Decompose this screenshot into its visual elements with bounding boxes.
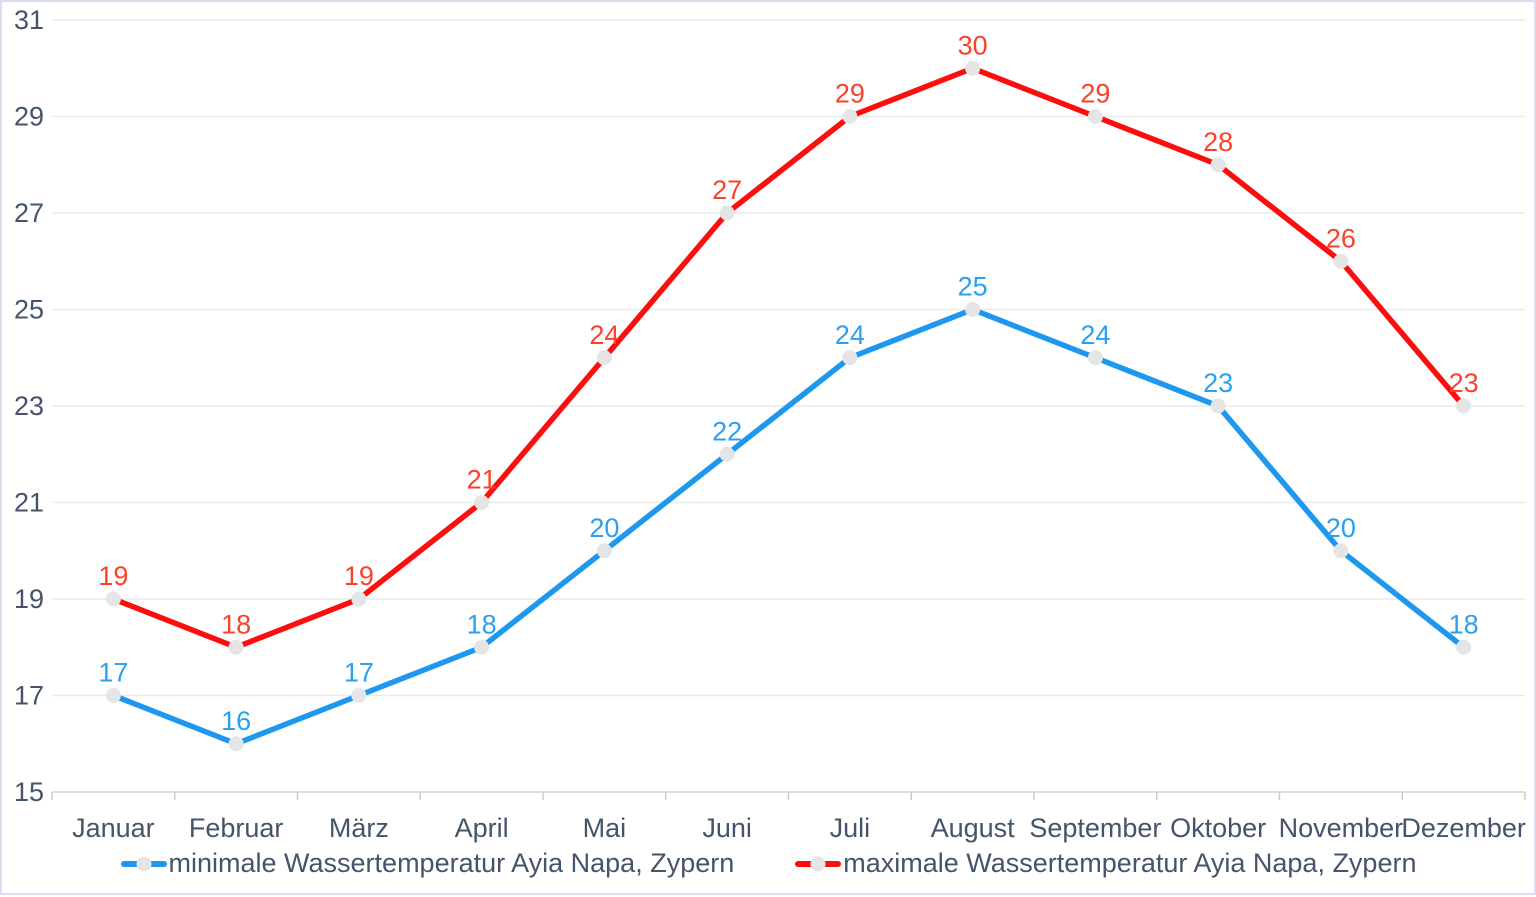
max-water-temperature-marker [1210, 157, 1226, 173]
legend-item-max[interactable]: maximale Wassertemperatur Ayia Napa, Zyp… [794, 848, 1416, 879]
y-axis-label: 15 [14, 777, 44, 807]
min-water-temperature-marker [1333, 543, 1349, 559]
max-water-temperature-marker [596, 350, 612, 366]
min-water-temperature-data-label: 22 [712, 416, 742, 446]
max-water-temperature-data-label: 30 [958, 30, 988, 60]
min-water-temperature-marker [1210, 398, 1226, 414]
max-water-temperature-marker [351, 591, 367, 607]
max-water-temperature-data-label: 23 [1449, 368, 1479, 398]
min-water-temperature-data-label: 20 [589, 513, 619, 543]
max-water-temperature-line [110, 65, 1467, 650]
max-water-temperature-data-label: 21 [467, 465, 497, 495]
min-water-temperature-data-label: 24 [835, 320, 865, 350]
min-water-temperature-marker [1087, 350, 1103, 366]
max-water-temperature-marker [474, 495, 490, 510]
x-axis-label: Februar [189, 813, 284, 843]
max-water-temperature-data-label: 19 [344, 561, 374, 591]
min-series-legend-icon [120, 855, 168, 873]
min-water-temperature-data-label: 18 [467, 609, 497, 639]
max-water-temperature-data-label: 27 [712, 175, 742, 205]
max-water-temperature-data-label: 18 [221, 609, 251, 639]
min-water-temperature-marker [719, 446, 735, 462]
y-axis-label: 17 [14, 681, 44, 711]
min-water-temperature-line [110, 306, 1467, 747]
legend-label-max: maximale Wassertemperatur Ayia Napa, Zyp… [843, 848, 1417, 878]
max-water-temperature-data-label: 24 [589, 320, 619, 350]
min-water-temperature-marker [228, 736, 244, 752]
max-water-temperature-data-label: 29 [1080, 79, 1110, 109]
min-water-temperature-marker [105, 688, 121, 703]
max-water-temperature-marker [842, 109, 858, 124]
max-water-temperature-marker [1087, 109, 1103, 124]
x-axis-label: November [1279, 813, 1404, 843]
max-water-temperature-marker [1456, 398, 1472, 414]
y-axis-label: 29 [14, 102, 44, 132]
x-axis-label: Oktober [1170, 813, 1266, 843]
max-water-temperature-marker [1333, 253, 1349, 269]
min-water-temperature-marker [842, 350, 858, 366]
max-water-temperature-data-label: 29 [835, 79, 865, 109]
x-axis-label: April [455, 813, 509, 843]
min-water-temperature-data-label: 16 [221, 706, 251, 736]
y-axis-label: 31 [14, 5, 44, 35]
max-water-temperature-marker [228, 639, 244, 655]
max-water-temperature-marker [105, 591, 121, 607]
chart-legend: minimale Wassertemperatur Ayia Napa, Zyp… [2, 848, 1534, 879]
x-axis-label: Dezember [1401, 813, 1526, 843]
x-axis-label: August [931, 813, 1016, 843]
min-water-temperature-data-label: 23 [1203, 368, 1233, 398]
min-water-temperature-data-label: 24 [1080, 320, 1110, 350]
y-axis-label: 27 [14, 198, 44, 228]
min-water-temperature-marker [596, 543, 612, 559]
min-water-temperature-data-label: 20 [1326, 513, 1356, 543]
y-axis-label: 19 [14, 584, 44, 614]
max-water-temperature-data-label: 19 [98, 561, 128, 591]
x-axis-label: September [1029, 813, 1161, 843]
min-water-temperature-data-label: 25 [958, 272, 988, 302]
max-water-temperature-data-label: 26 [1326, 223, 1356, 253]
y-axis-label: 25 [14, 295, 44, 325]
y-axis-label: 23 [14, 391, 44, 421]
x-axis-label: Mai [583, 813, 627, 843]
max-water-temperature-marker [719, 205, 735, 221]
legend-item-min[interactable]: minimale Wassertemperatur Ayia Napa, Zyp… [120, 848, 735, 879]
max-water-temperature-data-label: 28 [1203, 127, 1233, 157]
min-water-temperature-marker [474, 639, 490, 655]
x-axis-label: Juli [830, 813, 871, 843]
x-axis-label: Januar [72, 813, 155, 843]
x-axis-label: März [329, 813, 389, 843]
x-axis-label: Juni [702, 813, 752, 843]
min-water-temperature-data-label: 17 [344, 658, 374, 688]
min-water-temperature-data-label: 18 [1449, 609, 1479, 639]
max-water-temperature-marker [965, 60, 981, 76]
y-axis-label: 21 [14, 488, 44, 518]
min-water-temperature-data-label: 17 [98, 658, 128, 688]
min-water-temperature-marker [1456, 639, 1472, 655]
min-water-temperature-marker [351, 688, 367, 703]
max-series-legend-icon [794, 855, 842, 873]
legend-label-min: minimale Wassertemperatur Ayia Napa, Zyp… [168, 848, 735, 878]
min-water-temperature-marker [965, 302, 981, 317]
